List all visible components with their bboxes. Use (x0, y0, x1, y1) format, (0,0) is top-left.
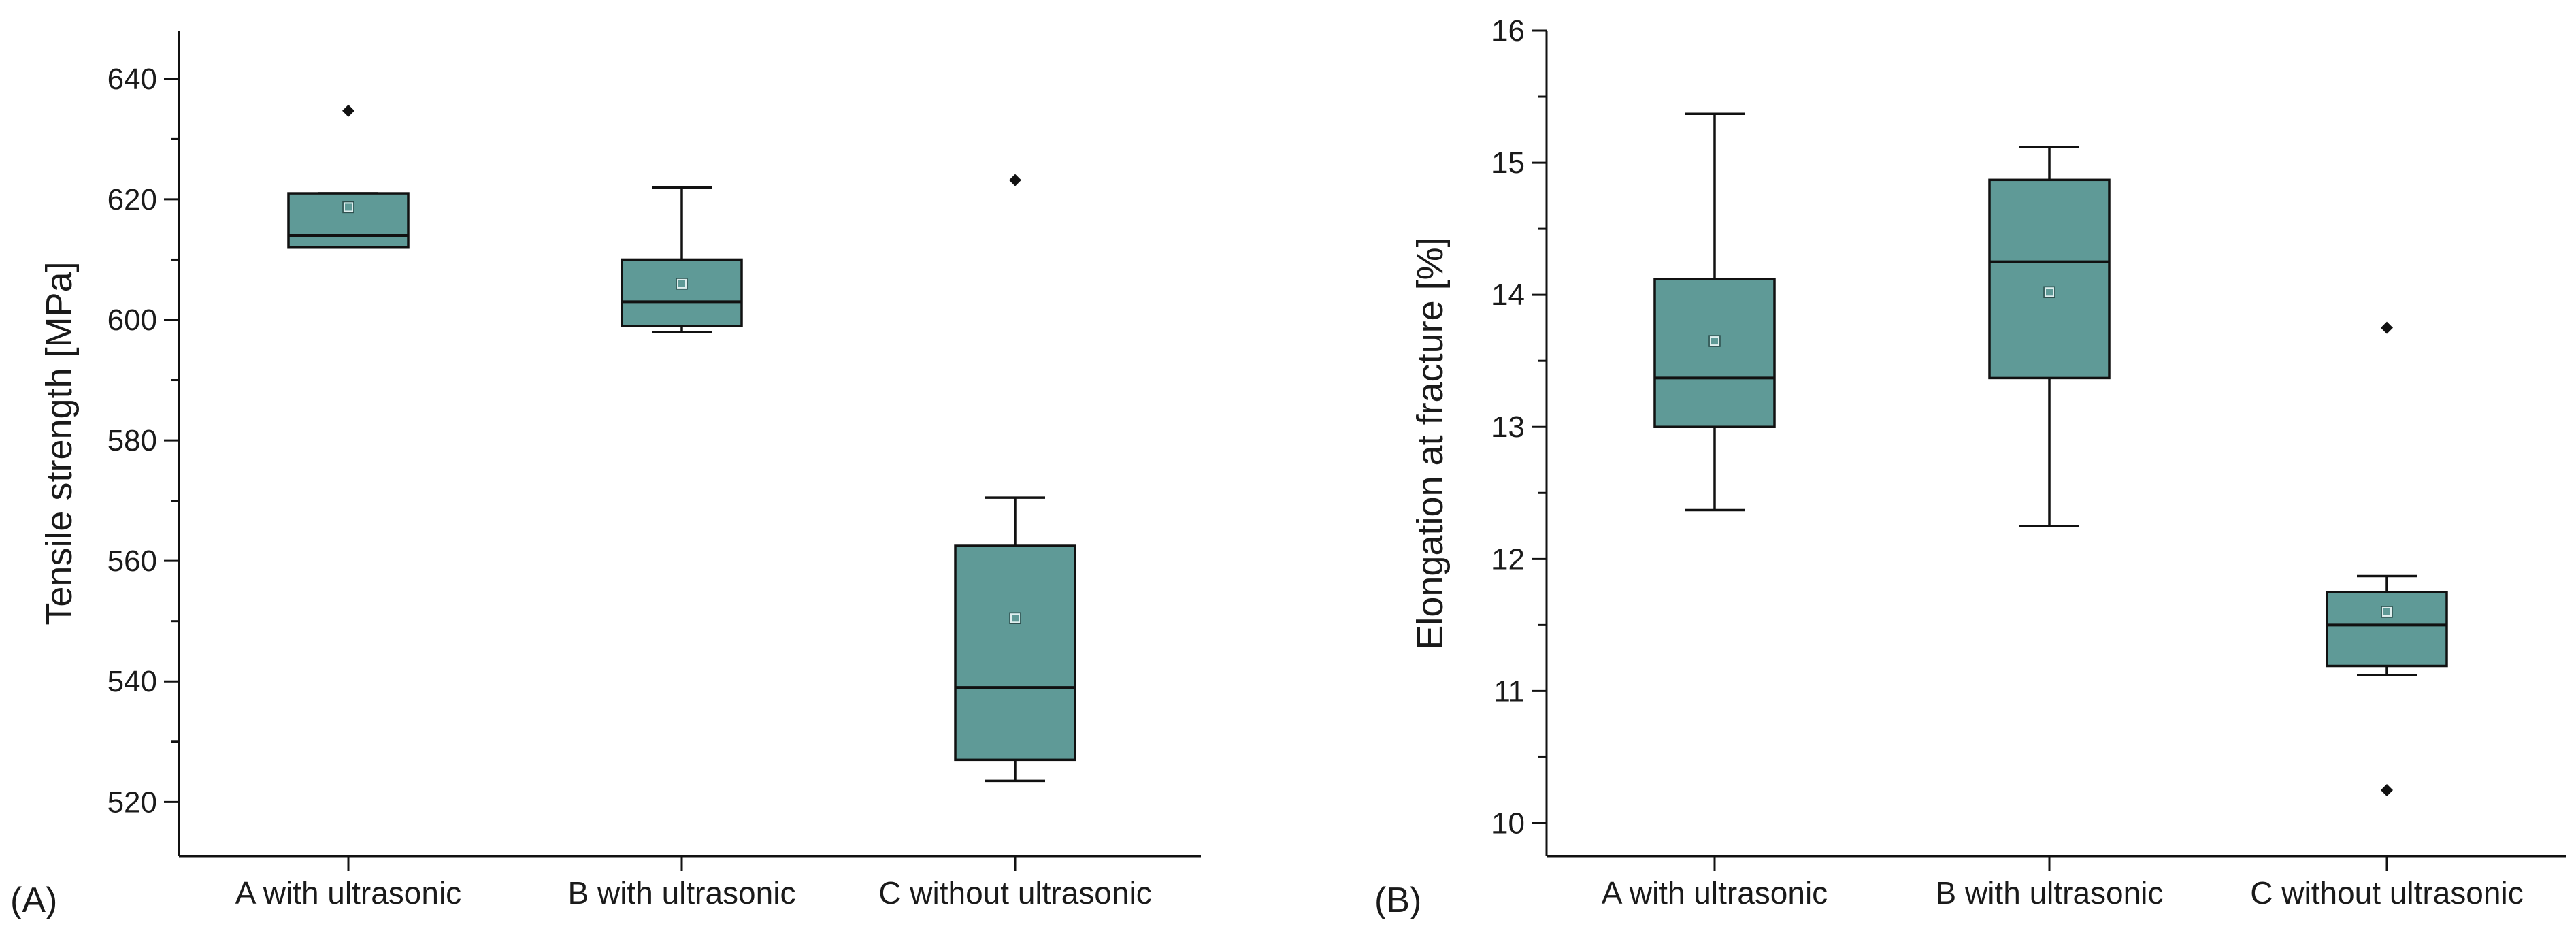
x-tick-label: B with ultrasonic (568, 875, 796, 911)
mean-marker-outline (676, 278, 688, 290)
y-axis-title: Tensile strength [MPa] (39, 261, 80, 625)
panel-b: 10 11 12 13 14 15 16 Elongation at fracture [%]… (1374, 14, 2566, 920)
panel-label: (B) (1374, 881, 1421, 920)
y-tick-label: 15 (1491, 146, 1525, 180)
x-tick-label: B with ultrasonic (1936, 875, 2164, 911)
x-tick-label: C without ultrasonic (2250, 875, 2523, 911)
outlier-point (1009, 174, 1021, 186)
y-tick-label: 600 (108, 304, 157, 337)
box-1 (287, 104, 410, 249)
mean-marker-outline (1708, 335, 1721, 347)
box-iqr (2326, 591, 2448, 668)
outlier-point (2381, 783, 2393, 796)
mean-marker-outline (2043, 286, 2055, 299)
panel-label: (A) (10, 881, 57, 920)
mean-marker (2045, 287, 2054, 297)
outlier-point (2381, 321, 2393, 334)
y-tick-label: 16 (1491, 14, 1525, 48)
mean-marker-outline (342, 201, 354, 214)
y-tick-label: 520 (108, 785, 157, 819)
y-tick-label: 14 (1491, 278, 1525, 312)
y-tick-label: 540 (108, 665, 157, 698)
y-tick-label: 620 (108, 183, 157, 216)
y-tick-label: 10 (1491, 806, 1525, 840)
x-tick-label: A with ultrasonic (1602, 875, 1828, 911)
box-iqr (1988, 178, 2111, 380)
y-axis-title: Elongation at fracture [%] (1410, 237, 1451, 649)
box-iqr (1653, 278, 1776, 428)
x-tick-label: A with ultrasonic (235, 875, 461, 911)
y-tick-label: 12 (1491, 542, 1525, 576)
y-tick-label: 640 (108, 63, 157, 96)
box-3 (2326, 321, 2448, 796)
panel-a: 520 540 560 580 600 620 640 Tensile strength [M… (10, 31, 1201, 920)
outlier-point (342, 104, 354, 117)
mean-marker-outline (1009, 612, 1021, 625)
mean-marker (344, 202, 353, 212)
y-tick-label: 11 (1493, 674, 1525, 708)
y-tick-label: 13 (1491, 410, 1525, 444)
mean-marker-outline (2381, 606, 2393, 618)
mean-marker (677, 278, 687, 289)
box-iqr (954, 544, 1076, 762)
mean-marker (1710, 336, 1719, 346)
box-iqr (621, 258, 743, 327)
mean-marker (2382, 606, 2392, 617)
y-tick-label: 580 (108, 424, 157, 457)
box-2 (621, 186, 743, 333)
box-iqr (287, 192, 410, 249)
box-3 (954, 174, 1076, 783)
box-1 (1653, 112, 1776, 512)
box-2 (1988, 146, 2111, 527)
x-tick-label: C without ultrasonic (878, 875, 1151, 911)
y-tick-label: 560 (108, 544, 157, 578)
mean-marker (1010, 613, 1020, 623)
